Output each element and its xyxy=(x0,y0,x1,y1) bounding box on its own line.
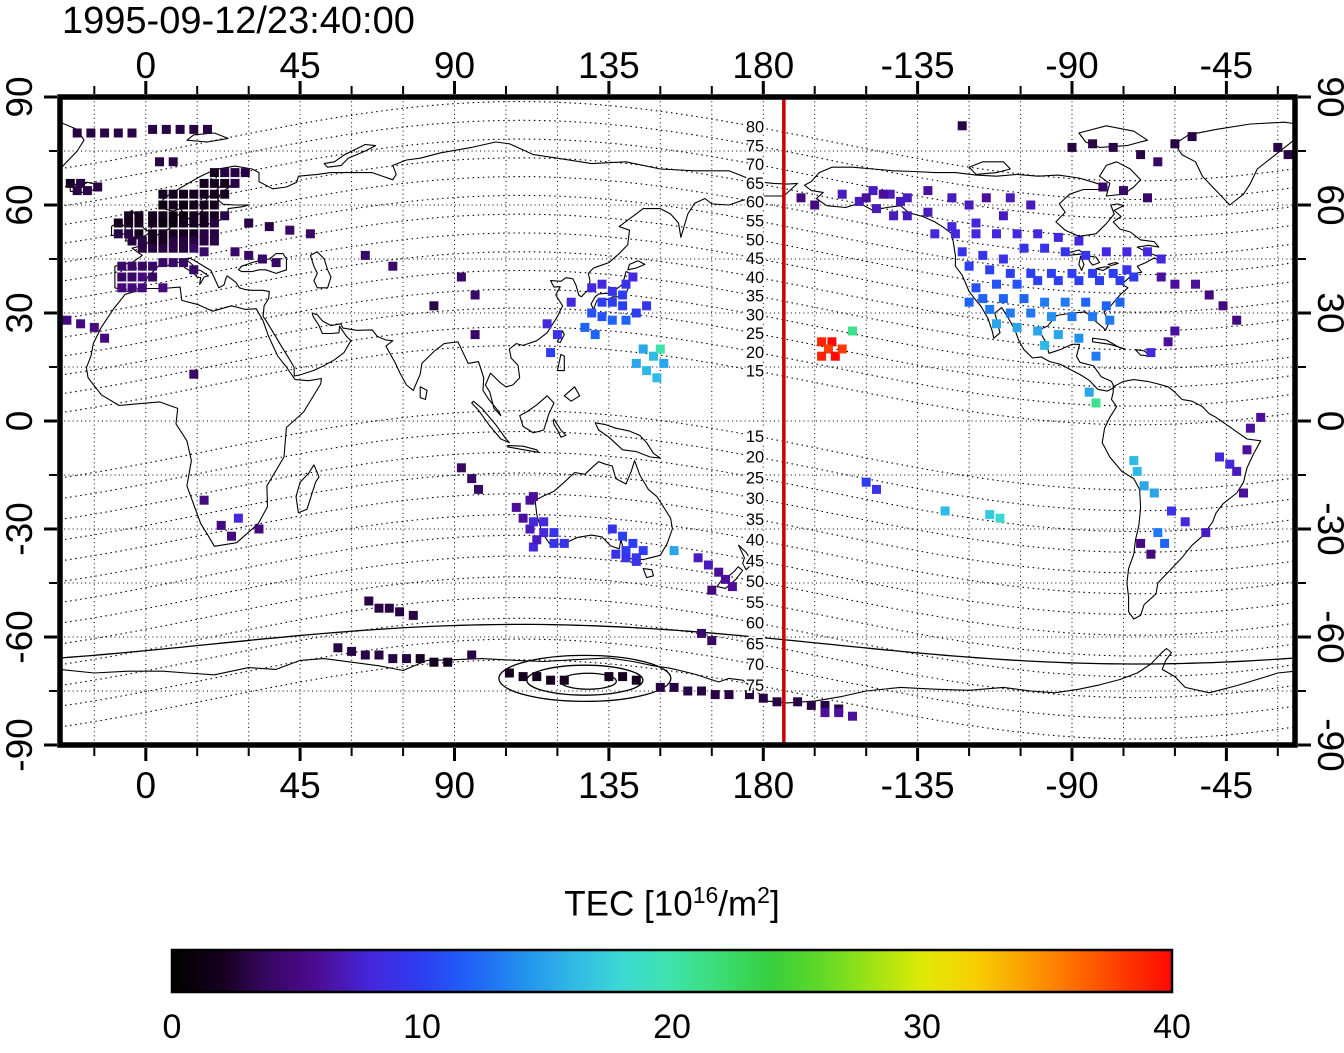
timestamp-title: 1995-09-12/23:40:00 xyxy=(62,0,415,42)
colorbar-tick-label: 20 xyxy=(653,1008,691,1046)
colorbar-title-exp2: 2 xyxy=(757,882,770,908)
colorbar-title-prefix: TEC [10 xyxy=(564,884,693,924)
latlon-grid xyxy=(60,97,1295,745)
lat-axis-label-right: -90 xyxy=(1310,718,1344,771)
contour-label: 70 xyxy=(746,656,764,674)
contour-label: 50 xyxy=(746,231,764,249)
contour-label: 75 xyxy=(746,137,764,155)
colorbar-tick-label: 10 xyxy=(403,1008,441,1046)
contour-label: 30 xyxy=(746,306,764,324)
contour-label: 20 xyxy=(746,449,764,467)
magnetic-pole-contour-solid xyxy=(60,623,1295,665)
lon-axis-label-bottom: 90 xyxy=(434,765,475,806)
contour-label: 15 xyxy=(746,363,764,381)
lon-axis-label-bottom: 135 xyxy=(578,765,640,806)
colorbar-tick-label: 0 xyxy=(163,1008,182,1046)
lon-axis-label-top: 90 xyxy=(434,45,475,86)
lon-axis-label-top: -90 xyxy=(1045,45,1098,86)
lat-axis-label-left: 90 xyxy=(0,76,40,117)
lon-axis-label-top: 45 xyxy=(280,45,321,86)
lat-axis-label-right: 30 xyxy=(1310,292,1344,333)
colorbar-title: TEC [1016/m2] xyxy=(0,882,1344,925)
lon-axis-label-top: 135 xyxy=(578,45,640,86)
lat-axis-label-right: -30 xyxy=(1310,502,1344,555)
magnetic-latitude-contours xyxy=(60,101,1295,740)
lat-axis-label-right: 90 xyxy=(1310,76,1344,117)
contour-label: 65 xyxy=(746,635,764,653)
lat-axis-label-left: 30 xyxy=(0,292,40,333)
lon-axis-label-bottom: -135 xyxy=(881,765,955,806)
lat-axis-label-left: 0 xyxy=(0,411,40,432)
colorbar-title-mid: /m xyxy=(718,884,758,924)
colorbar-tick-labels: 0 10 20 30 40 xyxy=(163,1008,1191,1046)
lat-axis-label-left: 60 xyxy=(0,184,40,225)
coastlines xyxy=(60,121,1295,704)
map-frame xyxy=(57,94,1298,748)
contour-label: 25 xyxy=(746,469,764,487)
axis-major-ticks xyxy=(44,81,1311,761)
contour-label: 70 xyxy=(746,156,764,174)
contour-labels: 8075706560555045403530252015152025303540… xyxy=(744,117,766,697)
colorbar-tick-label: 40 xyxy=(1153,1008,1191,1046)
contour-label: 35 xyxy=(746,511,764,529)
axis-labels: 0 0 45 45 90 90 135 135 180 180 -135 -135 -90 -90 -45 -… xyxy=(0,45,1344,806)
lat-axis-label-right: -60 xyxy=(1310,610,1344,663)
contour-label: 15 xyxy=(746,428,764,446)
tec-points xyxy=(62,121,1293,721)
lon-axis-label-bottom: 0 xyxy=(136,765,157,806)
contour-label: 50 xyxy=(746,573,764,591)
lon-axis-label-bottom: -90 xyxy=(1045,765,1098,806)
colorbar-title-exp1: 16 xyxy=(692,882,719,908)
lon-axis-label-top: -135 xyxy=(881,45,955,86)
contour-label: 25 xyxy=(746,325,764,343)
contour-label: 55 xyxy=(746,594,764,612)
lat-axis-label-left: -90 xyxy=(0,718,40,771)
lon-axis-label-bottom: 45 xyxy=(280,765,321,806)
contour-label: 30 xyxy=(746,490,764,508)
axis-minor-ticks xyxy=(49,86,1306,756)
contour-label: 40 xyxy=(746,532,764,550)
lon-axis-label-top: 180 xyxy=(732,45,794,86)
contour-label: 45 xyxy=(746,552,764,570)
lon-axis-label-top: -45 xyxy=(1200,45,1253,86)
contour-label: 75 xyxy=(746,677,764,695)
contour-label: 45 xyxy=(746,250,764,268)
colorbar-tick-label: 30 xyxy=(903,1008,941,1046)
colorbar-gradient xyxy=(170,948,1174,994)
contour-label: 60 xyxy=(746,194,764,212)
contour-label: 20 xyxy=(746,344,764,362)
contour-label: 60 xyxy=(746,615,764,633)
contour-label: 35 xyxy=(746,288,764,306)
colorbar-title-suffix: ] xyxy=(769,884,780,924)
contour-label: 40 xyxy=(746,269,764,287)
lat-axis-label-left: -60 xyxy=(0,610,40,663)
lat-axis-label-right: 60 xyxy=(1310,184,1344,225)
contour-label: 55 xyxy=(746,213,764,231)
lat-axis-label-left: -30 xyxy=(0,502,40,555)
contour-label: 80 xyxy=(746,119,764,137)
contour-label: 65 xyxy=(746,175,764,193)
lon-axis-label-bottom: 180 xyxy=(732,765,794,806)
lat-axis-label-right: 0 xyxy=(1310,411,1344,432)
lon-axis-label-bottom: -45 xyxy=(1200,765,1253,806)
lon-axis-label-top: 0 xyxy=(136,45,157,86)
